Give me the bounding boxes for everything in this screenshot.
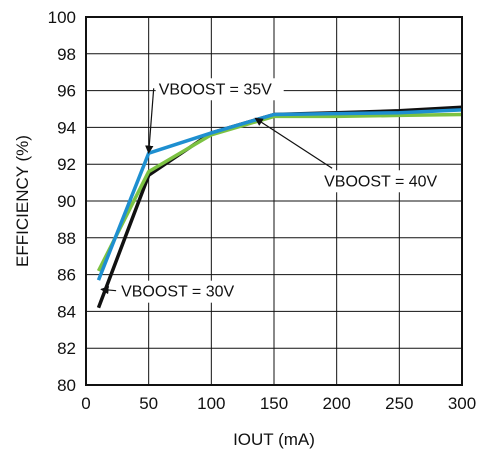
annotations: VBOOST = 35V VBOOST = 40V VBOOST = 30V [100,78,452,303]
y-tick-label: 96 [57,82,76,101]
x-axis-title: IOUT (mA) [233,430,315,449]
y-tick-label: 94 [57,118,76,137]
x-tick-label: 100 [197,394,225,413]
annotation-arrow [145,88,155,154]
x-tick-label: 0 [81,394,90,413]
annotation-backing [118,280,249,303]
annotation-label: VBOOST = 35V [159,81,272,98]
annotation-arrow [100,285,117,295]
x-tick-label: 150 [260,394,288,413]
series-line [96,112,463,272]
annotation-label: VBOOST = 30V [121,284,234,301]
y-tick-label: 84 [57,302,76,321]
y-tick-label: 86 [57,266,76,285]
annotation-arrow [254,117,333,169]
y-tick-label: 80 [57,376,76,395]
tick-labels: 0 50 100 150 200 250 300 80 82 84 86 88 90 92 94 96 98 10… [48,8,477,413]
y-tick-label: 100 [48,8,76,27]
y-axis-title: EFFICIENCY (%) [13,135,32,267]
y-tick-label: 88 [57,229,76,248]
x-tick-label: 250 [385,394,413,413]
x-tick-label: 300 [448,394,476,413]
x-tick-label: 50 [139,394,158,413]
y-tick-label: 82 [57,339,76,358]
annotation-label: VBOOST = 40V [324,173,437,190]
annotation-backing [155,78,284,101]
y-tick-label: 90 [57,192,76,211]
x-tick-label: 200 [322,394,350,413]
y-tick-label: 92 [57,155,76,174]
annotation-backing [321,170,452,193]
plot-frame [85,16,463,386]
y-tick-label: 98 [57,45,76,64]
